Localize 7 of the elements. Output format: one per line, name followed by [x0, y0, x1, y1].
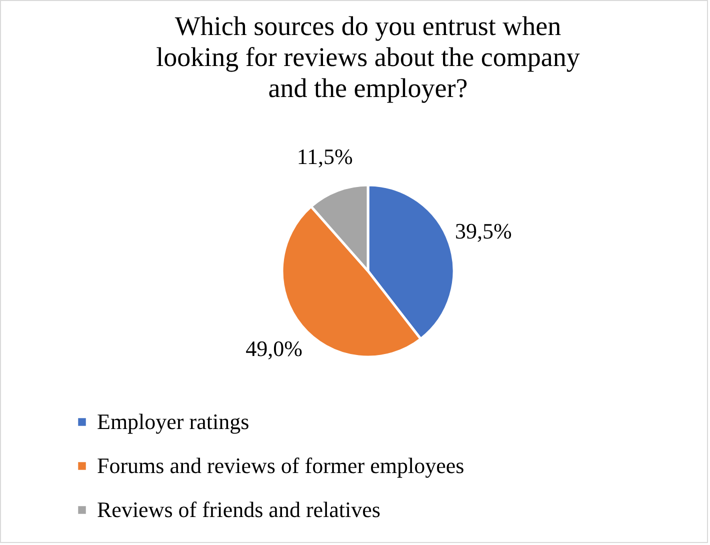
legend-label: Forums and reviews of former employees: [97, 453, 464, 478]
data-label: 39,5%: [455, 218, 512, 244]
data-label: 11,5%: [296, 144, 353, 169]
legend-label: Reviews of friends and relatives: [97, 497, 380, 522]
data-label: 49,0%: [246, 336, 302, 361]
chart-title: Which sources do you entrust when looking for reviews about the company and the employer?: [156, 11, 580, 103]
legend-label: Employer ratings: [97, 409, 250, 434]
